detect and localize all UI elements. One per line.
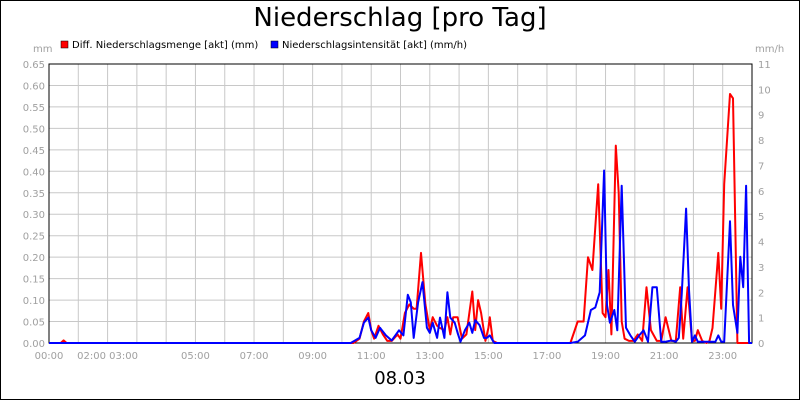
- left-axis-tick-label: 0.55: [23, 103, 45, 114]
- x-axis-tick-label: 19:00: [591, 351, 620, 362]
- legend-swatch-1: [60, 40, 69, 49]
- right-axis-tick-label: 8: [758, 136, 764, 147]
- left-axis-tick-label: 0.35: [23, 189, 45, 200]
- left-axis-tick-label: 0.30: [23, 210, 45, 221]
- left-axis-tick-label: 0.05: [23, 318, 45, 329]
- date-label: 08.03: [374, 368, 426, 389]
- right-axis-unit: mm/h: [755, 44, 784, 55]
- right-axis-tick-label: 11: [758, 60, 771, 71]
- x-axis-tick-label: 15:00: [474, 351, 503, 362]
- right-axis-tick-label: 4: [758, 238, 764, 249]
- right-axis-tick-label: 9: [758, 111, 764, 122]
- x-axis-tick-label: 21:00: [650, 351, 679, 362]
- chart-title: Niederschlag [pro Tag]: [253, 3, 547, 33]
- left-axis-tick-label: 0.50: [23, 124, 45, 135]
- x-axis-tick-label: 23:00: [708, 351, 737, 362]
- right-axis-tick-label: 10: [758, 85, 771, 96]
- series-line-2: [49, 169, 752, 344]
- legend-label-1: Diff. Niederschlagsmenge [akt] (mm): [72, 40, 258, 51]
- x-axis-tick-label: 07:00: [240, 351, 269, 362]
- left-axis-unit: mm: [33, 44, 52, 55]
- plot-border: [48, 63, 753, 344]
- left-axis-tick-label: 0.65: [23, 60, 45, 71]
- right-axis-tick-label: 0: [758, 339, 764, 350]
- x-axis-tick-label: 13:00: [415, 351, 444, 362]
- left-axis-tick-label: 0.20: [23, 253, 45, 264]
- x-axis-tick-label: 11:00: [357, 351, 386, 362]
- series-line-1: [49, 93, 752, 344]
- left-axis-tick-label: 0.45: [23, 146, 45, 157]
- right-axis-tick-label: 7: [758, 161, 764, 172]
- x-axis-tick-label: 17:00: [533, 351, 562, 362]
- right-axis-tick-label: 6: [758, 187, 764, 198]
- left-axis-tick-label: 0.10: [23, 296, 45, 307]
- left-axis-tick-label: 0.60: [23, 81, 45, 92]
- right-axis-tick-label: 2: [758, 288, 764, 299]
- legend-label-2: Niederschlagsintensität [akt] (mm/h): [282, 40, 467, 51]
- x-axis-tick-label: 00:00: [35, 351, 64, 362]
- left-axis-tick-label: 0.00: [23, 339, 45, 350]
- x-axis-tick-label: 02:00 03:00: [77, 351, 138, 362]
- right-axis-tick-label: 1: [758, 314, 764, 325]
- legend-swatch-2: [270, 40, 279, 49]
- left-axis-tick-label: 0.25: [23, 232, 45, 243]
- left-axis-tick-label: 0.15: [23, 275, 45, 286]
- right-axis-tick-label: 3: [758, 263, 764, 274]
- right-axis-tick-label: 5: [758, 212, 764, 223]
- x-axis-tick-label: 05:00: [181, 351, 210, 362]
- x-axis-tick-label: 09:00: [298, 351, 327, 362]
- left-axis-tick-label: 0.40: [23, 167, 45, 178]
